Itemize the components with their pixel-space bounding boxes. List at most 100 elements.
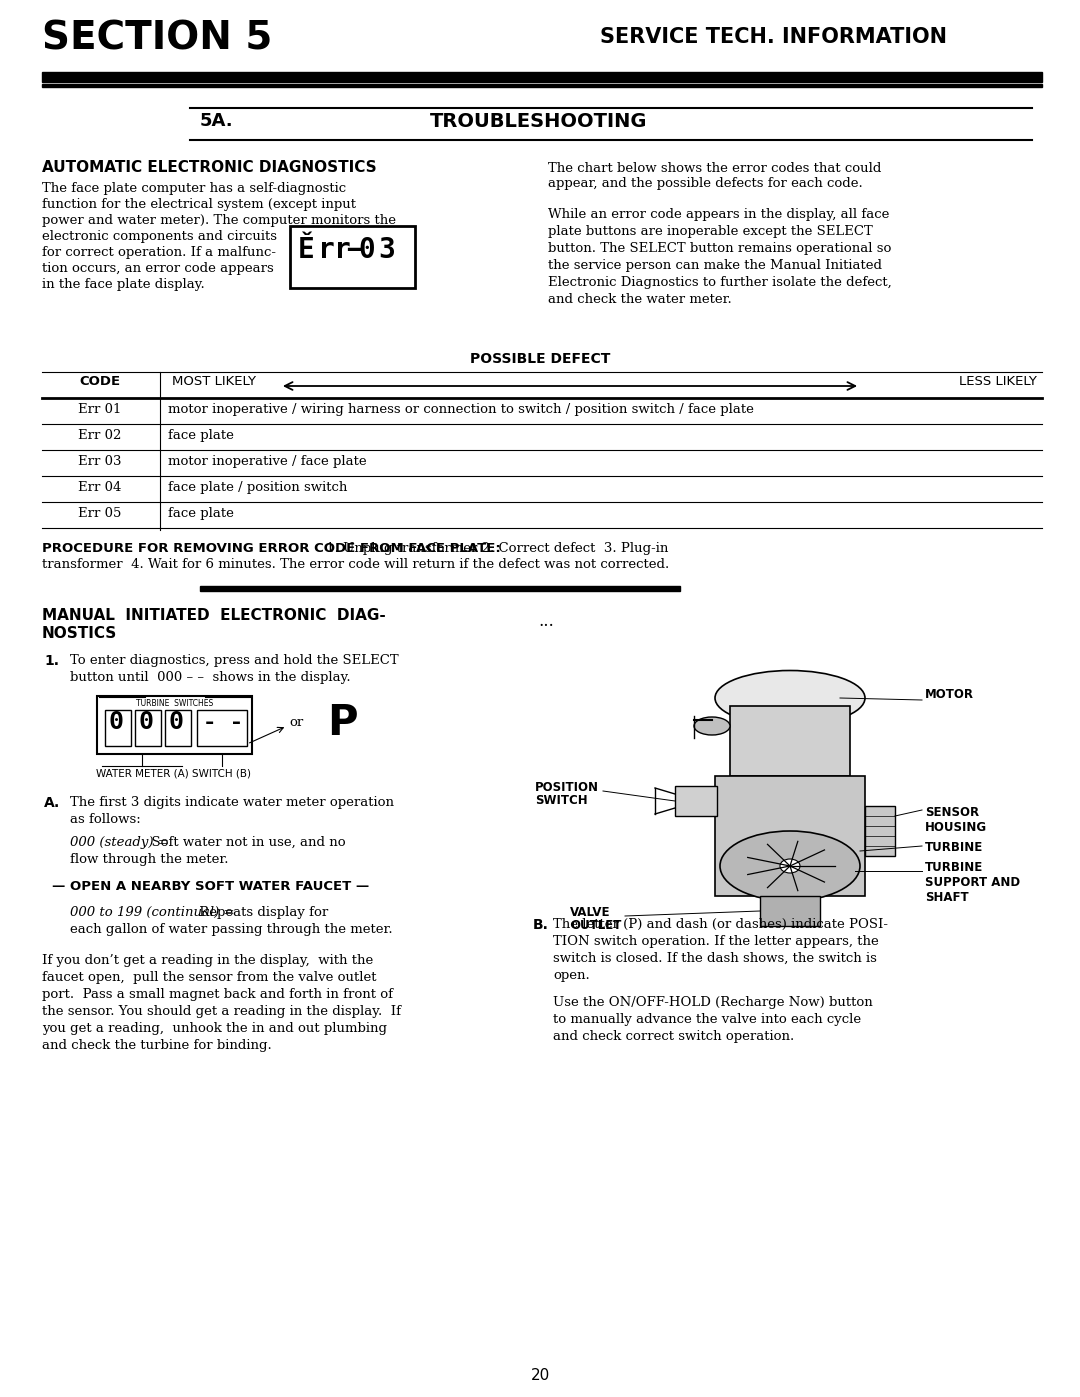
Text: A.: A.: [44, 796, 60, 810]
Text: TURBINE: TURBINE: [924, 841, 983, 854]
Bar: [715, 775, 865, 895]
Text: flow through the meter.: flow through the meter.: [70, 854, 229, 866]
Text: Soft water not in use, and no: Soft water not in use, and no: [143, 835, 346, 849]
Text: 0: 0: [357, 236, 375, 264]
Text: for correct operation. If a malfunc-: for correct operation. If a malfunc-: [42, 246, 276, 258]
Text: or: or: [289, 717, 303, 729]
Text: TION switch operation. If the letter appears, the: TION switch operation. If the letter app…: [553, 935, 879, 949]
Text: plate buttons are inoperable except the SELECT: plate buttons are inoperable except the …: [548, 225, 873, 237]
Text: face plate: face plate: [168, 507, 234, 520]
Text: switch is closed. If the dash shows, the switch is: switch is closed. If the dash shows, the…: [553, 951, 877, 965]
Text: SERVICE TECH. INFORMATION: SERVICE TECH. INFORMATION: [600, 27, 947, 47]
Bar: [291, 226, 415, 288]
Text: power and water meter). The computer monitors the: power and water meter). The computer mon…: [42, 214, 396, 226]
Text: you get a reading,  unhook the in and out plumbing: you get a reading, unhook the in and out…: [42, 1023, 387, 1035]
Text: 0: 0: [108, 710, 123, 733]
Text: button. The SELECT button remains operational so: button. The SELECT button remains operat…: [548, 242, 891, 256]
Text: - -: - -: [203, 712, 243, 733]
Text: Ě: Ě: [298, 236, 314, 264]
Text: PROCEDURE FOR REMOVING ERROR CODE FROM FACE PLATE:: PROCEDURE FOR REMOVING ERROR CODE FROM F…: [42, 542, 501, 555]
Text: function for the electrical system (except input: function for the electrical system (exce…: [42, 198, 356, 211]
Text: SENSOR
HOUSING: SENSOR HOUSING: [924, 806, 987, 834]
Ellipse shape: [715, 671, 865, 725]
Text: MOST LIKELY: MOST LIKELY: [172, 374, 256, 388]
Bar: [42, 73, 1042, 82]
Ellipse shape: [720, 831, 860, 901]
Bar: [730, 705, 850, 775]
Text: Err 04: Err 04: [79, 481, 122, 495]
Text: POSITION: POSITION: [535, 781, 599, 793]
Text: the sensor. You should get a reading in the display.  If: the sensor. You should get a reading in …: [42, 1004, 401, 1018]
Text: 1. Unplug transformer 2. Correct defect  3. Plug-in: 1. Unplug transformer 2. Correct defect …: [322, 542, 669, 555]
Text: and check the turbine for binding.: and check the turbine for binding.: [42, 1039, 272, 1052]
Text: P: P: [327, 703, 357, 745]
Bar: [97, 696, 252, 754]
Ellipse shape: [694, 717, 730, 735]
Bar: [760, 895, 820, 926]
Text: OUTLET: OUTLET: [570, 919, 621, 932]
Text: MOTOR: MOTOR: [924, 687, 974, 701]
Text: LESS LIKELY: LESS LIKELY: [959, 374, 1037, 388]
Text: Use the ON/OFF-HOLD (Recharge Now) button: Use the ON/OFF-HOLD (Recharge Now) butto…: [553, 996, 873, 1009]
Text: 20: 20: [530, 1368, 550, 1383]
Text: face plate / position switch: face plate / position switch: [168, 481, 348, 495]
Text: face plate: face plate: [168, 429, 234, 441]
Text: ...: ...: [538, 613, 554, 630]
Text: NOSTICS: NOSTICS: [42, 626, 118, 641]
Text: WATER METER (A): WATER METER (A): [96, 768, 188, 780]
Text: B.: B.: [534, 918, 549, 932]
Text: to manually advance the valve into each cycle: to manually advance the valve into each …: [553, 1013, 861, 1025]
Bar: [675, 787, 717, 816]
Text: SWITCH (B): SWITCH (B): [192, 768, 252, 780]
Text: To enter diagnostics, press and hold the SELECT: To enter diagnostics, press and hold the…: [70, 654, 399, 666]
Text: Err 01: Err 01: [79, 402, 122, 416]
Text: 1.: 1.: [44, 654, 59, 668]
Text: transformer  4. Wait for 6 minutes. The error code will return if the defect was: transformer 4. Wait for 6 minutes. The e…: [42, 557, 670, 571]
Text: the service person can make the Manual Initiated: the service person can make the Manual I…: [548, 258, 882, 272]
Text: The first 3 digits indicate water meter operation: The first 3 digits indicate water meter …: [70, 796, 394, 809]
Text: AUTOMATIC ELECTRONIC DIAGNOSTICS: AUTOMATIC ELECTRONIC DIAGNOSTICS: [42, 161, 377, 175]
Text: button until  000 – –  shows in the display.: button until 000 – – shows in the displa…: [70, 671, 351, 685]
Text: 000 to 199 (continual) =: 000 to 199 (continual) =: [70, 907, 234, 919]
Text: electronic components and circuits: electronic components and circuits: [42, 231, 276, 243]
Text: VALVE: VALVE: [570, 907, 610, 919]
Text: tion occurs, an error code appears: tion occurs, an error code appears: [42, 263, 273, 275]
Bar: [42, 84, 1042, 87]
Bar: [327, 704, 362, 746]
Text: The face plate computer has a self-diagnostic: The face plate computer has a self-diagn…: [42, 182, 346, 196]
Text: 0: 0: [168, 710, 183, 733]
Text: If you don’t get a reading in the display,  with the: If you don’t get a reading in the displa…: [42, 954, 374, 967]
Text: faucet open,  pull the sensor from the valve outlet: faucet open, pull the sensor from the va…: [42, 971, 377, 983]
Text: TURBINE
SUPPORT AND
SHAFT: TURBINE SUPPORT AND SHAFT: [924, 861, 1021, 904]
Text: Err 03: Err 03: [78, 455, 122, 468]
Text: — OPEN A NEARBY SOFT WATER FAUCET —: — OPEN A NEARBY SOFT WATER FAUCET —: [52, 880, 369, 893]
Text: 3: 3: [378, 236, 395, 264]
Text: POSSIBLE DEFECT: POSSIBLE DEFECT: [470, 352, 610, 366]
Text: motor inoperative / wiring harness or connection to switch / position switch / f: motor inoperative / wiring harness or co…: [168, 402, 754, 416]
Text: and check the water meter.: and check the water meter.: [548, 293, 732, 306]
Text: and check correct switch operation.: and check correct switch operation.: [553, 1030, 794, 1044]
Text: open.: open.: [553, 970, 590, 982]
Text: r: r: [318, 236, 335, 264]
Text: 0: 0: [138, 710, 153, 733]
Text: TROUBLESHOOTING: TROUBLESHOOTING: [430, 112, 648, 131]
Text: 5A.: 5A.: [200, 112, 233, 130]
Ellipse shape: [780, 859, 800, 873]
Bar: [165, 710, 191, 746]
Text: Err 05: Err 05: [79, 507, 122, 520]
Text: 000 (steady) =: 000 (steady) =: [70, 835, 168, 849]
Text: The letter (P) and dash (or dashes) indicate POSI-: The letter (P) and dash (or dashes) indi…: [553, 918, 888, 930]
Text: While an error code appears in the display, all face: While an error code appears in the displ…: [548, 208, 889, 221]
Text: each gallon of water passing through the meter.: each gallon of water passing through the…: [70, 923, 393, 936]
Text: in the face plate display.: in the face plate display.: [42, 278, 205, 291]
Text: as follows:: as follows:: [70, 813, 140, 826]
Text: MANUAL  INITIATED  ELECTRONIC  DIAG-: MANUAL INITIATED ELECTRONIC DIAG-: [42, 608, 386, 623]
Bar: [135, 710, 161, 746]
Text: The chart below shows the error codes that could
appear, and the possible defect: The chart below shows the error codes th…: [548, 162, 881, 190]
Text: Err 02: Err 02: [79, 429, 122, 441]
Bar: [105, 710, 131, 746]
Text: TURBINE  SWITCHES: TURBINE SWITCHES: [136, 698, 213, 708]
Bar: [197, 710, 247, 746]
Text: −: −: [346, 236, 363, 264]
Text: motor inoperative / face plate: motor inoperative / face plate: [168, 455, 366, 468]
